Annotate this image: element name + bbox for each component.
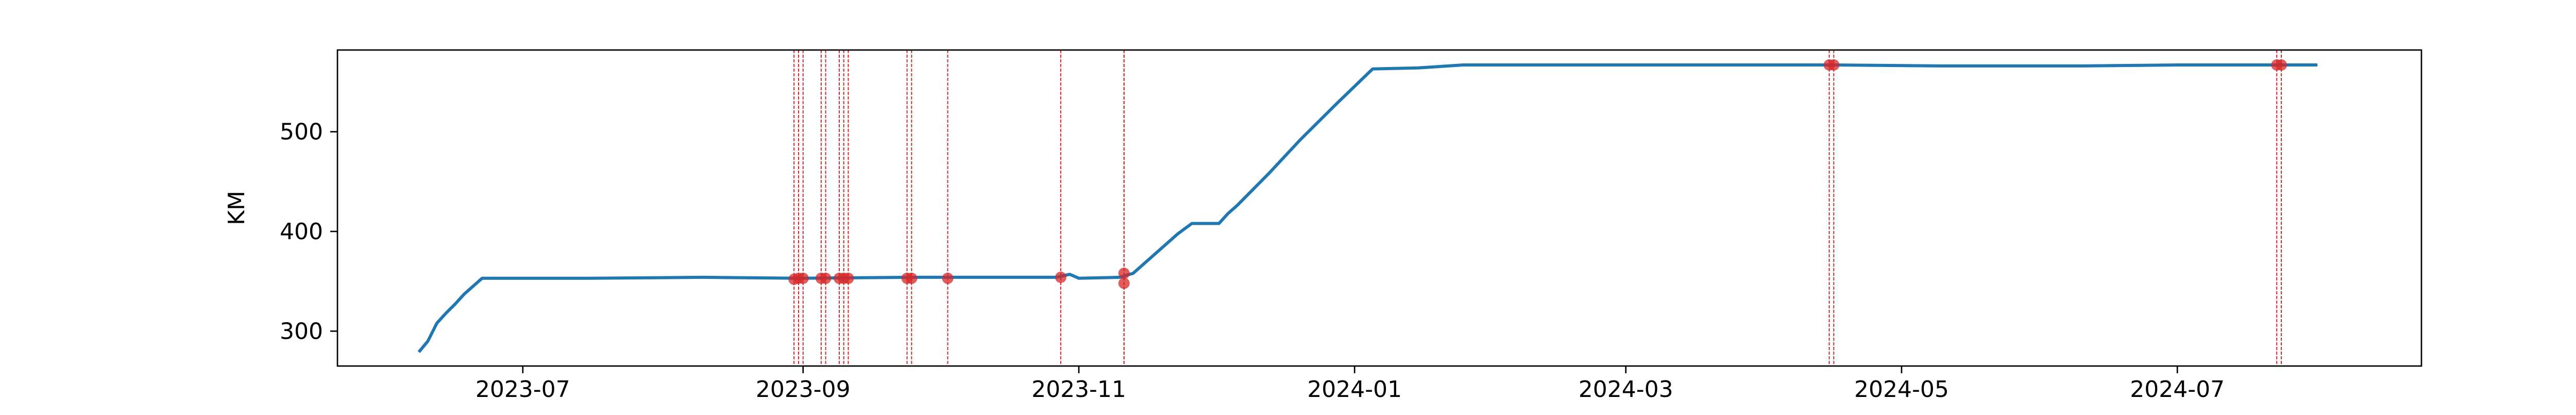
x-tick-label: 2024-07: [2130, 376, 2225, 403]
event-marker: [842, 272, 854, 284]
plot-frame: [336, 49, 2422, 367]
x-tick-label: 2024-01: [1307, 376, 1402, 403]
series-group: [417, 63, 2318, 353]
series-line: [417, 63, 2318, 353]
y-tick-label: 300: [280, 318, 323, 344]
x-axis: 2023-07 2023-09 2023-11 2024-01 2024-03 2024-…: [476, 366, 2225, 403]
x-tick-label: 2024-05: [1854, 376, 1949, 403]
event-marker: [1055, 271, 1066, 283]
x-tick-label: 2023-11: [1031, 376, 1126, 403]
event-lines: [793, 50, 2282, 366]
event-marker: [1118, 277, 1130, 289]
event-marker: [820, 272, 832, 284]
event-marker: [2275, 59, 2287, 71]
x-tick-label: 2023-07: [476, 376, 570, 403]
x-tick-label: 2023-09: [756, 376, 851, 403]
event-marker: [906, 272, 918, 284]
event-marker: [1118, 268, 1130, 279]
event-markers: [788, 59, 2287, 289]
event-marker: [797, 272, 809, 284]
y-tick-label: 400: [280, 219, 323, 245]
event-marker: [942, 272, 954, 284]
x-tick-label: 2024-03: [1579, 376, 1673, 403]
event-marker: [1828, 59, 1840, 71]
y-axis: 300 400 500: [280, 119, 337, 344]
y-axis-label: KM: [224, 191, 250, 225]
y-tick-label: 500: [280, 119, 323, 145]
